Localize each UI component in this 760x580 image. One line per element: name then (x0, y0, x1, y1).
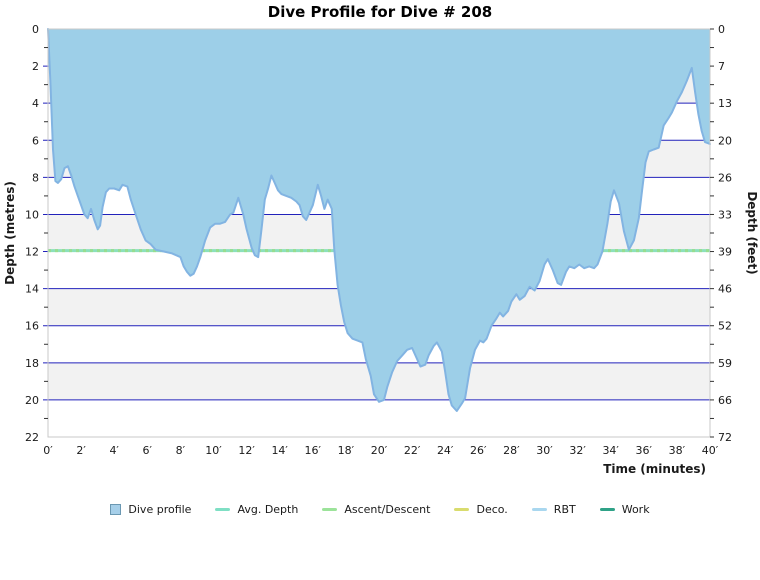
feet-tick-label: 39 (718, 246, 732, 259)
legend-label: Avg. Depth (237, 503, 299, 516)
time-tick-label: 16′ (305, 444, 322, 457)
legend-label: Deco. (476, 503, 508, 516)
metre-tick-label: 6 (32, 134, 39, 147)
dive-profile-chart: 0 0 2 7 4 13 6 20 8 26 10 33 12 39 14 46 16 52 18 59 20 66 22 7… (3, 23, 759, 476)
metre-tick-label: 14 (25, 283, 39, 296)
feet-tick-label: 33 (718, 208, 732, 221)
metre-tick-label: 20 (25, 394, 39, 407)
time-tick-label: 30′ (536, 444, 553, 457)
metre-tick-label: 12 (25, 246, 39, 259)
dive-profile-swatch-icon (110, 504, 122, 515)
ascent-descent-line-icon (322, 508, 338, 511)
metre-tick-label: 10 (25, 208, 39, 221)
metre-tick-label: 4 (32, 97, 39, 110)
time-tick-label: 20′ (371, 444, 388, 457)
dive-profile-line (47, 28, 711, 412)
time-tick-label: 22′ (404, 444, 421, 457)
feet-tick-label: 59 (718, 357, 732, 370)
feet-tick-label: 7 (718, 60, 725, 73)
time-tick-label: 0′ (43, 444, 53, 457)
time-tick-label: 28′ (503, 444, 520, 457)
time-tick-label: 12′ (238, 444, 255, 457)
legend-item-dive-profile: Dive profile (110, 503, 191, 516)
feet-tick-label: 72 (718, 431, 732, 444)
metre-tick-label: 18 (25, 357, 39, 370)
time-tick-label: 4′ (109, 444, 119, 457)
feet-tick-label: 46 (718, 283, 732, 296)
legend-item-work: Work (599, 503, 650, 516)
x-axis-title: Time (minutes) (603, 462, 706, 476)
time-tick-label: 24′ (437, 444, 454, 457)
legend-label: RBT (553, 503, 576, 516)
deco-line-icon (454, 508, 470, 511)
dive-profile-area (48, 29, 710, 411)
legend-label: Dive profile (128, 503, 192, 516)
feet-tick-label: 26 (718, 171, 732, 184)
time-tick-label: 36′ (636, 444, 653, 457)
feet-tick-label: 52 (718, 320, 732, 333)
legend-item-avg-depth: Avg. Depth (215, 503, 298, 516)
rbt-line-icon (531, 508, 547, 511)
time-tick-label: 6′ (143, 444, 153, 457)
right-axis-title: Depth (feet) (745, 191, 759, 274)
time-tick-label: 38′ (669, 444, 686, 457)
metre-tick-label: 8 (32, 171, 39, 184)
chart-legend: Dive profile Avg. Depth Ascent/Descent D… (0, 503, 760, 516)
time-tick-label: 40′ (702, 444, 719, 457)
time-tick-label: 26′ (470, 444, 487, 457)
legend-item-deco: Deco. (454, 503, 508, 516)
time-tick-label: 2′ (76, 444, 86, 457)
time-tick-label: 10′ (205, 444, 222, 457)
legend-item-rbt: RBT (531, 503, 576, 516)
time-tick-label: 8′ (176, 444, 186, 457)
avg-depth-line-icon (215, 508, 231, 511)
time-tick-label: 32′ (569, 444, 586, 457)
feet-tick-label: 20 (718, 134, 732, 147)
legend-item-ascent-descent: Ascent/Descent (322, 503, 430, 516)
time-tick-label: 18′ (338, 444, 355, 457)
time-tick-label: 34′ (602, 444, 619, 457)
time-tick-label: 14′ (271, 444, 288, 457)
legend-label: Work (621, 503, 650, 516)
chart-title: Dive Profile for Dive # 208 (267, 3, 493, 21)
feet-tick-label: 0 (718, 23, 725, 36)
feet-tick-label: 66 (718, 394, 732, 407)
left-axis-title: Depth (metres) (3, 181, 17, 285)
work-line-icon (599, 508, 615, 511)
legend-label: Ascent/Descent (344, 503, 431, 516)
metre-tick-label: 0 (32, 23, 39, 36)
metre-tick-label: 16 (25, 320, 39, 333)
metre-tick-label: 22 (25, 431, 39, 444)
feet-tick-label: 13 (718, 97, 732, 110)
metre-tick-label: 2 (32, 60, 39, 73)
